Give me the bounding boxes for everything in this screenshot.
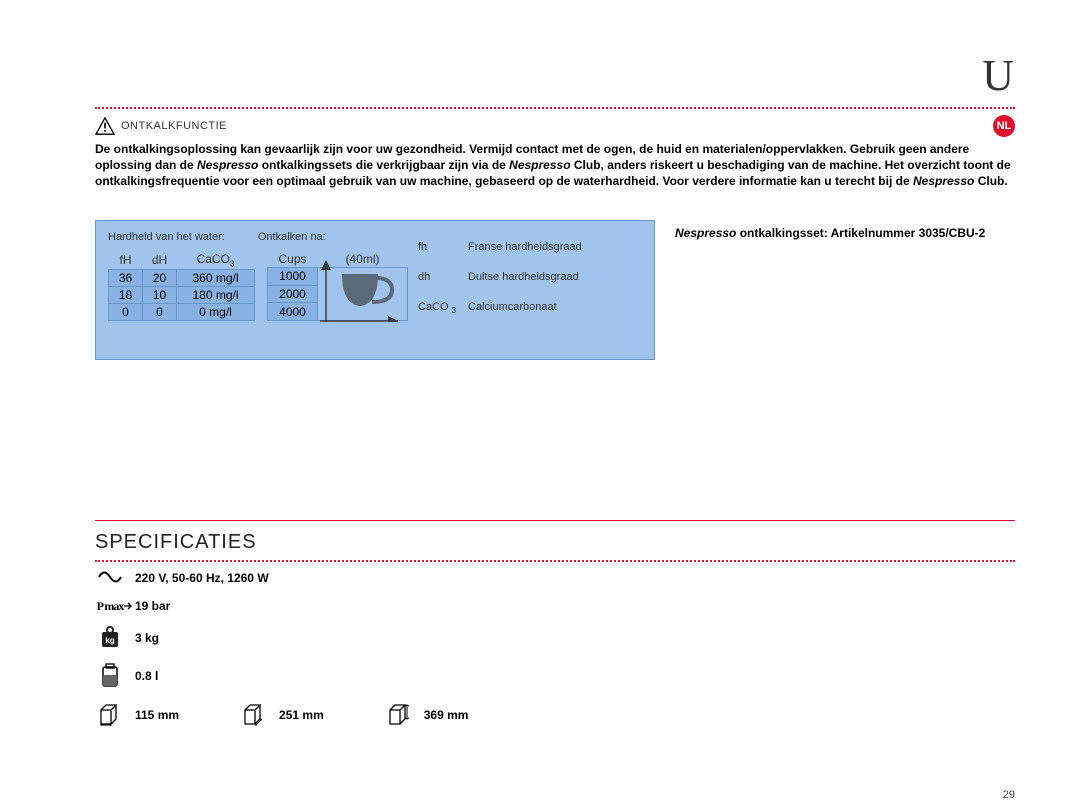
specs-grid: 220 V, 50-60 Hz, 1260 W P max 19 bar kg … [95, 570, 1015, 741]
descaling-table-box: Hardheid van het water: Ontkalken na: fH… [95, 220, 655, 360]
spec-height: 369 mm [384, 702, 469, 729]
weight-icon: kg [95, 626, 125, 651]
spec-weight: kg 3 kg [95, 626, 495, 651]
spec-pressure: P max 19 bar [95, 599, 495, 614]
spec-depth: 251 mm [239, 702, 324, 729]
descaling-table-wrap: Hardheid van het water: Ontkalken na: fH… [95, 220, 1015, 360]
tank-icon [95, 663, 125, 690]
col-caco3: CaCO3 [177, 251, 255, 270]
cube-width-icon [95, 702, 125, 729]
col-cups: Cups [268, 251, 318, 268]
cube-height-icon [384, 702, 414, 729]
warning-icon [95, 117, 115, 135]
warning-paragraph: De ontkalkingsoplossing kan gevaarlijk z… [95, 141, 1015, 190]
cube-depth-icon [239, 702, 269, 729]
col-fh: fH [109, 251, 143, 270]
dotted-rule-spec [95, 560, 1015, 562]
svg-text:kg: kg [105, 636, 114, 645]
spec-power: 220 V, 50-60 Hz, 1260 W [95, 570, 495, 587]
warning-label: ONTKALKFUNCTIE [121, 120, 227, 132]
hardness-table: fH dH CaCO3 3620360 mg/l 1810180 mg/l 00… [108, 251, 255, 321]
pressure-icon: P max [95, 599, 125, 614]
spec-title: SPECIFICATIES [95, 521, 1015, 560]
dotted-rule-top [95, 107, 1015, 109]
table-header-row: Hardheid van het water: Ontkalken na: [108, 231, 408, 243]
cup-icon [320, 260, 398, 322]
legend: fhFranse hardheidsgraad dhDuitse hardhei… [408, 231, 638, 353]
warning-row: ONTKALKFUNCTIE NL [95, 115, 1015, 137]
col-dh: dH [143, 251, 177, 270]
cup-illu-cell [318, 268, 408, 321]
spec-width: 115 mm [95, 702, 179, 729]
lang-badge: NL [993, 115, 1015, 137]
wave-icon [95, 570, 125, 587]
kit-reference: Nespresso ontkalkingsset: Artikelnummer … [675, 226, 985, 360]
cups-table: Cups (40ml) 1000 [267, 251, 408, 321]
model-label: U [95, 50, 1015, 101]
page-number: 29 [1003, 789, 1015, 801]
spec-capacity: 0.8 l [95, 663, 158, 690]
